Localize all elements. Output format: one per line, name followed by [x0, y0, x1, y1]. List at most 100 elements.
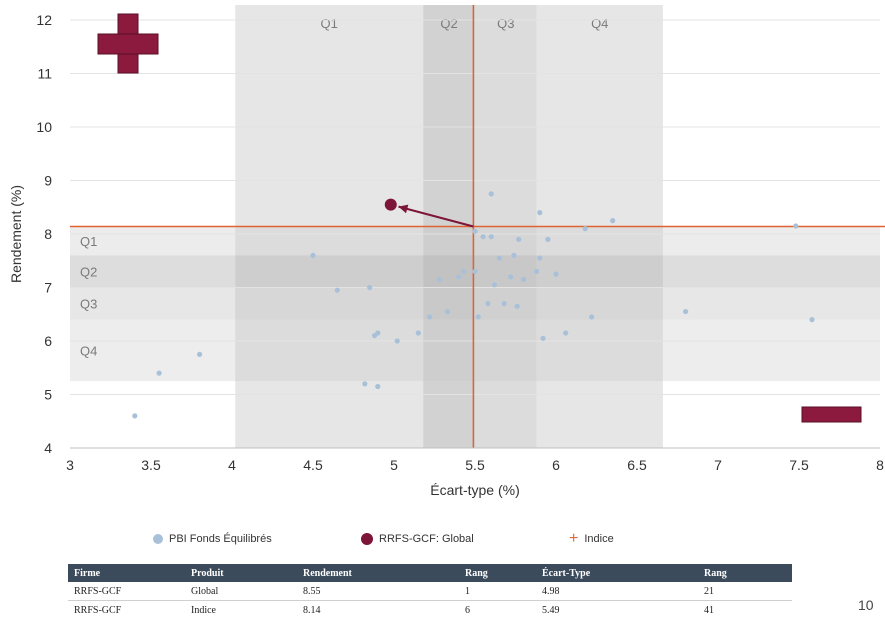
table-cell: 1	[459, 582, 536, 601]
legend-marker-highlight	[361, 533, 373, 545]
horizontal-quartile-label: Q4	[80, 343, 97, 358]
table-cell: 8.55	[297, 582, 459, 601]
data-point	[362, 381, 368, 387]
col-header-rang: Rang	[459, 564, 536, 582]
horizontal-quartile-label: Q1	[80, 234, 97, 249]
x-tick-label: 6.5	[627, 457, 647, 473]
data-point	[375, 330, 381, 336]
x-tick-label: 7	[714, 457, 722, 473]
x-tick-label: 8	[876, 457, 884, 473]
data-point	[427, 314, 433, 320]
x-tick-label: 6	[552, 457, 560, 473]
scatter-chart: Q1 Q2 Q3 Q4 Q1 Q2 Q3 Q4 3 3.5 4 4.5 5 5.5 6 6.5 7 7.5 8 4 5…	[8, 5, 885, 498]
data-point	[472, 228, 478, 234]
table-cell: 41	[704, 604, 714, 616]
horizontal-quartile-band	[70, 319, 880, 382]
y-tick-label: 11	[37, 66, 52, 82]
table-cell: 8.14	[303, 604, 321, 616]
data-point	[310, 252, 316, 258]
vertical-quartile-label: Q2	[440, 16, 457, 31]
data-point	[514, 303, 520, 309]
axes: 3 3.5 4 4.5 5 5.5 6 6.5 7 7.5 8 4 5 6 7 8 9 10 11 12 Écart-t…	[8, 12, 884, 498]
data-point	[537, 210, 543, 216]
table-cell: Global	[185, 582, 297, 601]
table-row: RRFS-GCF Global 8.55 1 4.98 21	[68, 582, 792, 601]
data-point	[456, 274, 462, 280]
data-point	[809, 317, 815, 323]
table-row: RRFS-GCF Indice 8.14 6 5.49 41	[68, 601, 792, 620]
legend-marker-index: +	[569, 530, 579, 547]
data-point	[436, 276, 442, 283]
data-point	[511, 252, 517, 258]
table-cell: Indice	[191, 604, 216, 616]
data-point	[480, 234, 486, 240]
quadrant-symbols	[97, 13, 862, 423]
vertical-quartile-label: Q1	[321, 16, 338, 31]
y-tick-label: 5	[44, 387, 52, 403]
y-tick-label: 9	[44, 173, 52, 189]
horizontal-quartile-label: Q3	[80, 297, 97, 312]
page-number: 10	[858, 597, 874, 613]
data-point	[537, 255, 543, 261]
data-point	[793, 223, 799, 229]
y-tick-label: 6	[44, 333, 52, 349]
data-point	[589, 314, 595, 320]
data-point	[485, 300, 491, 307]
minus-icon	[801, 406, 862, 423]
table-cell: RRFS-GCF	[74, 604, 122, 616]
y-tick-label: 8	[44, 226, 52, 242]
data-point	[553, 271, 559, 277]
legend-item-index: + Indice	[569, 530, 614, 547]
data-point	[488, 191, 494, 197]
col-header-ecart-type: Écart-Type	[536, 564, 698, 582]
data-points	[132, 191, 815, 419]
data-point	[508, 274, 514, 280]
x-tick-label: 7.5	[789, 457, 809, 473]
table-cell: 5.49	[542, 604, 560, 616]
data-point	[540, 335, 546, 341]
x-tick-label: 4.5	[303, 457, 323, 473]
data-point	[563, 330, 569, 336]
x-tick-label: 4	[228, 457, 236, 473]
y-tick-label: 12	[36, 12, 52, 28]
data-point	[475, 314, 481, 320]
legend-item-highlight: RRFS-GCF: Global	[361, 533, 474, 545]
data-point	[582, 226, 588, 232]
data-point	[394, 338, 400, 344]
data-point	[461, 268, 467, 275]
horizontal-quartile-label: Q2	[80, 264, 97, 279]
data-point	[610, 218, 616, 224]
data-point	[334, 287, 340, 293]
data-point	[132, 413, 138, 419]
table-cell: 4.98	[536, 582, 698, 601]
y-tick-label: 7	[44, 280, 52, 296]
x-tick-label: 5.5	[465, 457, 485, 473]
legend-label-index: Indice	[584, 533, 614, 545]
vertical-quartile-label: Q4	[591, 16, 608, 31]
data-point	[501, 300, 507, 307]
data-point	[496, 255, 502, 261]
data-point	[472, 268, 478, 275]
data-point	[375, 383, 381, 390]
highlight-arrow	[398, 205, 474, 228]
col-header-rendement: Rendement	[297, 564, 459, 582]
plus-icon-center	[118, 34, 138, 54]
table-cell: RRFS-GCF	[68, 582, 185, 601]
x-axis-title: Écart-type (%)	[430, 482, 519, 498]
x-tick-label: 3	[66, 457, 74, 473]
data-point	[683, 308, 689, 315]
horizontal-quartile-band	[70, 287, 880, 320]
results-table: Firme Produit Rendement Rang Écart-Type …	[68, 564, 792, 619]
vertical-quartile-label: Q3	[497, 16, 514, 31]
y-axis-title: Rendement (%)	[8, 185, 24, 283]
data-point	[156, 370, 162, 376]
col-header-firme: Firme	[68, 564, 185, 582]
legend-label-highlight: RRFS-GCF: Global	[379, 533, 474, 545]
highlight-point	[384, 198, 397, 211]
legend-item-peer-funds: PBI Fonds Équilibrés	[153, 533, 272, 545]
x-tick-label: 3.5	[141, 457, 161, 473]
y-tick-label: 10	[36, 119, 52, 135]
col-header-produit: Produit	[185, 564, 297, 582]
highlight-arrowhead	[398, 204, 409, 214]
data-point	[488, 234, 494, 240]
